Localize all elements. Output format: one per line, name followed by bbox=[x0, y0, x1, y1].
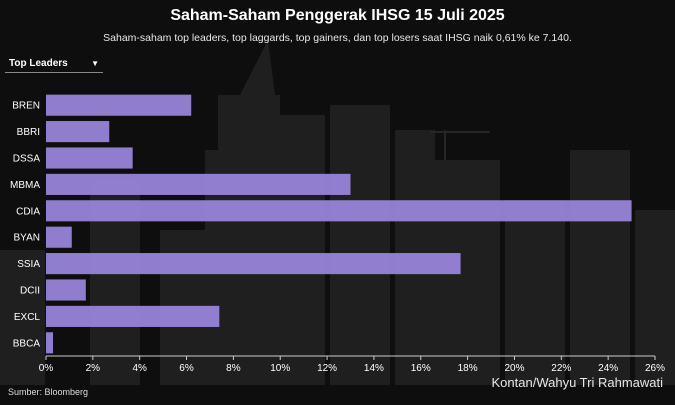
bar-dssa[interactable] bbox=[46, 147, 133, 169]
x-tick-label: 2% bbox=[86, 363, 101, 374]
x-tick-label: 24% bbox=[598, 363, 618, 374]
y-tick-label: SSIA bbox=[17, 259, 40, 270]
chart-title: Saham-Saham Penggerak IHSG 15 Juli 2025 bbox=[170, 7, 505, 24]
y-tick-label: EXCL bbox=[14, 312, 41, 323]
y-tick-label: CDIA bbox=[16, 206, 40, 217]
bar-excl[interactable] bbox=[46, 305, 220, 327]
category-dropdown[interactable]: Top Leaders ▼ bbox=[5, 55, 103, 73]
y-tick-label: BBCA bbox=[13, 338, 41, 349]
source-note: Sumber: Bloomberg bbox=[8, 387, 89, 397]
x-tick-label: 20% bbox=[504, 363, 524, 374]
chart-subtitle: Saham-saham top leaders, top laggards, t… bbox=[103, 32, 572, 44]
y-tick-label: BREN bbox=[12, 101, 40, 112]
bar-cdia[interactable] bbox=[46, 200, 632, 222]
bar-mbma[interactable] bbox=[46, 173, 351, 195]
x-tick-label: 26% bbox=[645, 363, 665, 374]
x-tick-label: 18% bbox=[458, 363, 478, 374]
y-tick-label: BBRI bbox=[17, 127, 40, 138]
bar-byan[interactable] bbox=[46, 226, 72, 248]
bar-bbri[interactable] bbox=[46, 121, 110, 143]
dropdown-selected-label: Top Leaders bbox=[9, 58, 68, 69]
bar-bbca[interactable] bbox=[46, 332, 54, 354]
y-tick-label: MBMA bbox=[10, 180, 40, 191]
bar-bren[interactable] bbox=[46, 94, 192, 116]
x-tick-label: 12% bbox=[317, 363, 337, 374]
x-tick-label: 0% bbox=[39, 363, 54, 374]
x-tick-label: 16% bbox=[411, 363, 431, 374]
y-tick-label: DSSA bbox=[13, 154, 41, 165]
x-tick-label: 14% bbox=[364, 363, 384, 374]
y-tick-label: BYAN bbox=[14, 233, 41, 244]
credit-note: Kontan/Wahyu Tri Rahmawati bbox=[491, 375, 663, 390]
x-tick-label: 8% bbox=[226, 363, 241, 374]
y-tick-label: DCII bbox=[20, 286, 40, 297]
x-tick-label: 6% bbox=[179, 363, 194, 374]
x-tick-label: 4% bbox=[132, 363, 147, 374]
x-tick-label: 22% bbox=[551, 363, 571, 374]
bar-dcii[interactable] bbox=[46, 279, 86, 301]
bar-ssia[interactable] bbox=[46, 253, 461, 275]
x-tick-label: 10% bbox=[270, 363, 290, 374]
caret-down-icon: ▼ bbox=[91, 59, 99, 68]
